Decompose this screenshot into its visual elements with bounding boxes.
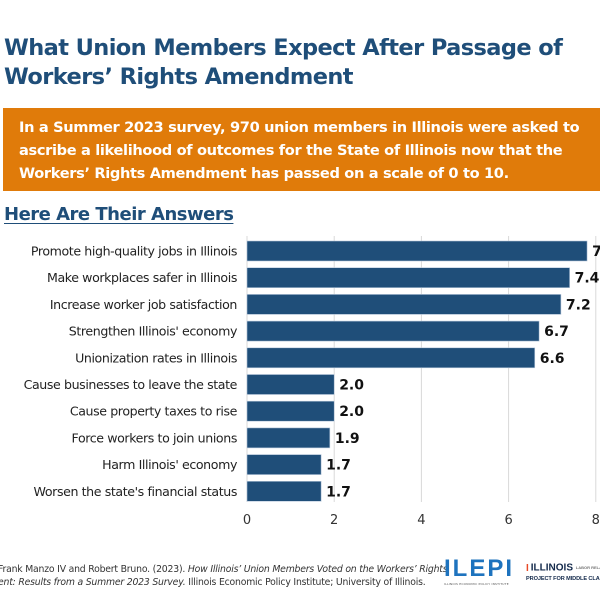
value-label: 6.6 <box>540 351 565 367</box>
category-label: Unionization rates in Illinois <box>75 350 237 365</box>
x-tick-label: 6 <box>504 513 512 528</box>
bar <box>246 374 335 395</box>
category-label: Promote high-quality jobs in Illinois <box>31 244 237 259</box>
value-label: 7.8 <box>592 244 600 260</box>
value-label: 1.7 <box>326 458 351 474</box>
value-label: 1.9 <box>335 431 360 447</box>
ilepi-logo-text: ILEPI <box>444 555 515 582</box>
block-i-icon: I <box>526 562 529 574</box>
category-labels: Promote high-quality jobs in Illinois Mak… <box>24 244 239 499</box>
category-label: Worsen the state's financial status <box>34 484 237 499</box>
illinois-logo-text: ILLINOIS <box>530 562 574 574</box>
value-label: 2.0 <box>339 378 364 394</box>
illinois-logo-side: LABOR RELATI <box>575 565 600 570</box>
value-label: 7.2 <box>566 297 591 313</box>
bars <box>246 240 588 502</box>
category-label: Increase worker job satisfaction <box>50 297 237 312</box>
bar <box>246 481 322 502</box>
value-label: 2.0 <box>339 404 364 420</box>
bar-chart: Promote high-quality jobs in Illinois Mak… <box>24 236 600 528</box>
bar <box>246 454 322 475</box>
citation-title-cont: ent: Results from a Summer 2023 Survey. <box>0 577 186 588</box>
illinois-logo-tagline: PROJECT FOR MIDDLE CLA <box>526 575 600 582</box>
value-label: 6.7 <box>544 324 569 340</box>
category-label: Make workplaces safer in Illinois <box>47 270 237 285</box>
ilepi-logo-tagline: ILLINOIS ECONOMIC POLICY INSTITUTE <box>444 582 509 586</box>
citation-line-1: Frank Manzo IV and Robert Bruno. (2023).… <box>0 563 448 576</box>
value-label: 1.7 <box>326 484 351 500</box>
x-axis-ticks: 0 2 4 6 8 <box>243 513 600 528</box>
bar <box>246 240 588 262</box>
value-label: 7.4 <box>575 271 600 287</box>
x-tick-label: 4 <box>417 513 425 528</box>
page-title: What Union Members Expect After Passage … <box>4 35 563 90</box>
bar <box>246 400 335 422</box>
bar <box>246 347 536 369</box>
ilepi-logo: ILEPI ILLINOIS ECONOMIC POLICY INSTITUTE <box>444 557 514 587</box>
banner-text: In a Summer 2023 survey, 970 union membe… <box>19 119 580 182</box>
x-tick-label: 8 <box>592 513 600 528</box>
bar <box>246 267 570 289</box>
survey-description-banner: In a Summer 2023 survey, 970 union membe… <box>3 108 600 191</box>
category-label: Force workers to join unions <box>72 430 237 445</box>
bar <box>246 427 331 449</box>
value-labels: 7.8 7.4 7.2 6.7 6.6 2.0 2.0 1.9 1.7 1.7 <box>326 244 600 500</box>
citation: Frank Manzo IV and Robert Bruno. (2023).… <box>0 563 448 589</box>
citation-title: How Illinois’ Union Members Voted on the… <box>187 564 448 575</box>
category-label: Cause property taxes to rise <box>70 404 238 419</box>
chart-subtitle: Here Are Their Answers <box>4 204 234 225</box>
bar <box>246 320 540 342</box>
category-label: Harm Illinois' economy <box>102 457 238 472</box>
x-tick-label: 0 <box>243 513 251 528</box>
citation-publisher: Illinois Economic Policy Institute; Univ… <box>185 577 426 588</box>
citation-authors: Frank Manzo IV and Robert Bruno. (2023). <box>0 564 188 575</box>
citation-line-2: ent: Results from a Summer 2023 Survey. … <box>0 576 438 589</box>
x-tick-label: 2 <box>330 513 338 528</box>
category-label: Strengthen Illinois' economy <box>69 324 238 339</box>
bar <box>246 294 562 315</box>
category-label: Cause businesses to leave the state <box>24 377 238 392</box>
